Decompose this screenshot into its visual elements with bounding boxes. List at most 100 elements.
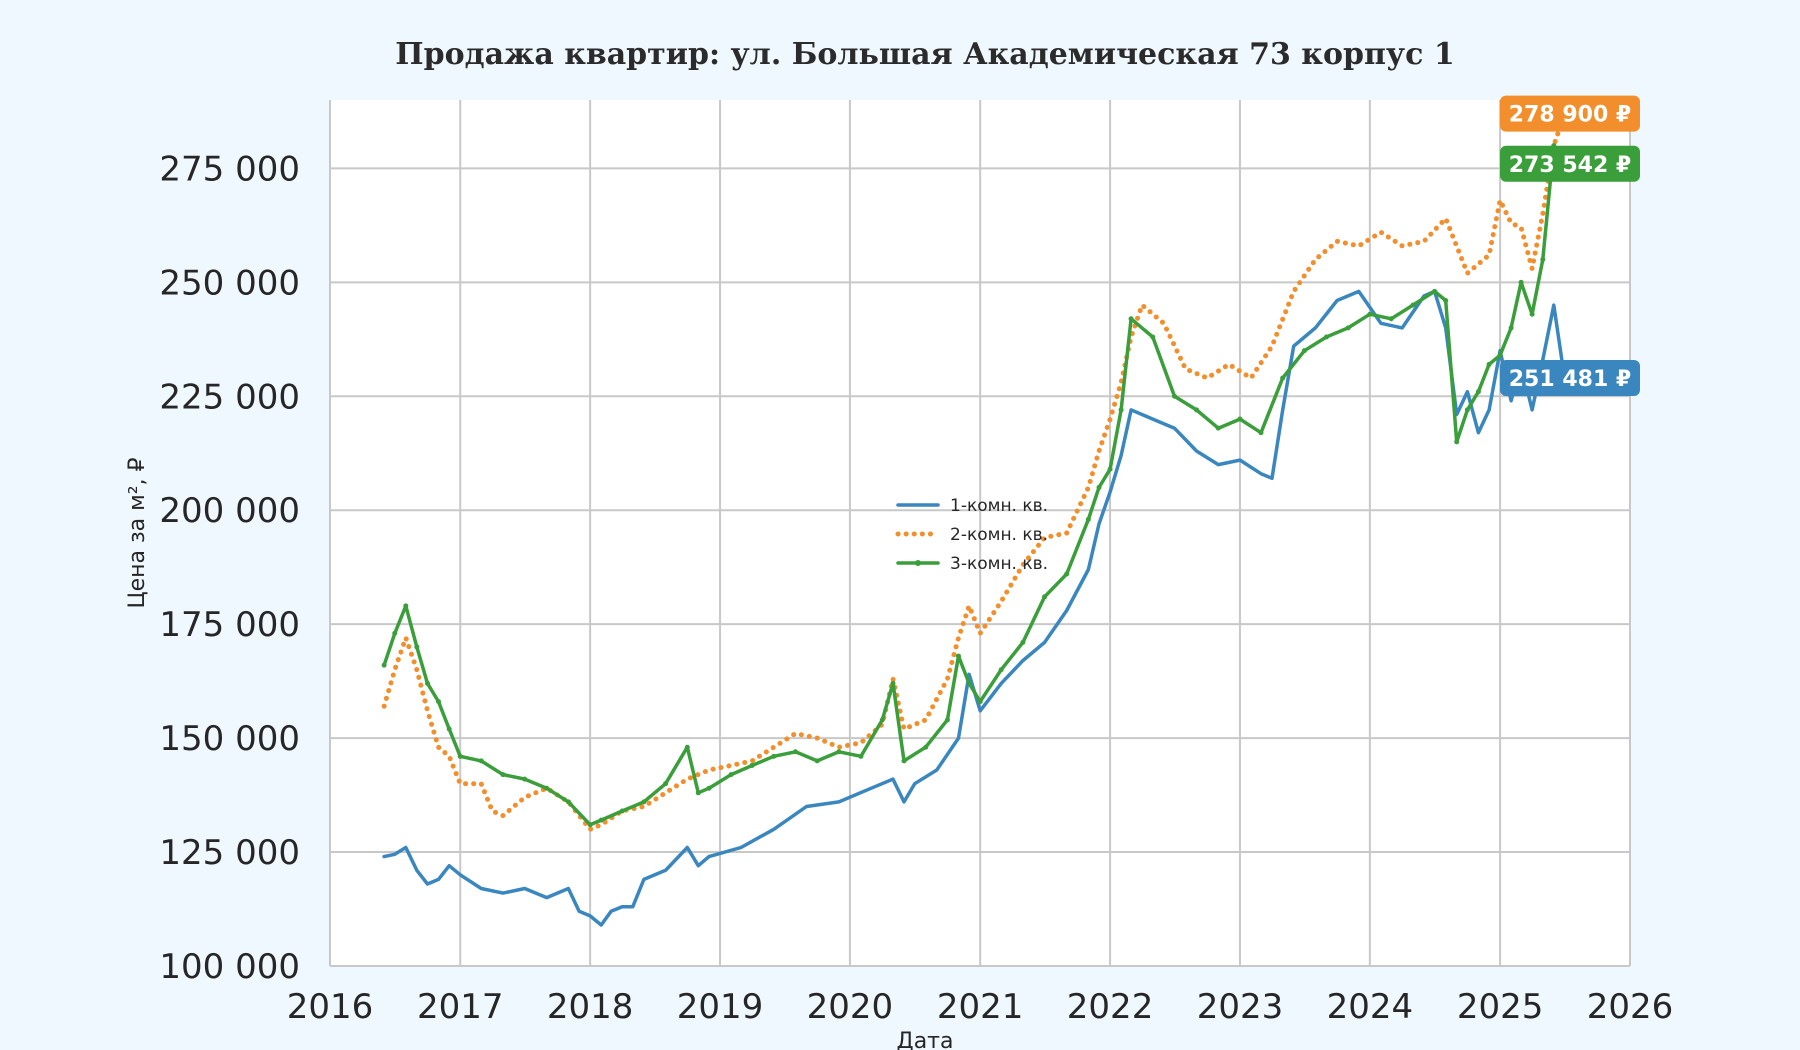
series-point-3 [1085,516,1091,522]
series-point-3 [1486,361,1492,367]
x-tick-label: 2023 [1197,987,1284,1027]
y-axis-ticks: 100 000 125 000 150 000 175 000 200 000 225 0… [159,149,300,987]
series-point-3 [695,790,701,796]
x-tick-label: 2026 [1587,987,1674,1027]
series-point-3 [1301,348,1307,354]
series-point-3 [457,753,463,759]
x-tick-label: 2018 [547,987,634,1027]
series-point-3 [814,758,820,764]
series-point-3 [1064,571,1070,577]
series-point-3 [598,817,604,823]
series-point-3 [1194,407,1200,413]
x-axis-label: Дата [897,1029,954,1050]
x-tick-label: 2024 [1327,987,1414,1027]
series-point-3 [706,785,712,791]
legend-label-1: 1-комн. кв. [950,496,1048,516]
value-badge-label: 273 542 ₽ [1509,153,1631,178]
series-point-3 [500,772,506,778]
series-point-3 [1020,639,1026,645]
series-point-3 [1432,288,1438,294]
series-point-3 [1443,298,1449,304]
series-point-3 [1280,375,1286,381]
series-point-3 [425,680,431,686]
y-tick-label: 100 000 [159,947,300,987]
series-point-3 [619,808,625,814]
value-badge-bg [1500,95,1640,132]
series-point-3 [1150,334,1156,340]
series-point-3 [1388,316,1394,322]
value-badge-label: 251 481 ₽ [1509,367,1631,392]
series-point-3 [414,644,420,650]
series-point-3 [1237,416,1243,422]
series-point-3 [381,662,387,668]
x-tick-label: 2017 [417,987,504,1027]
x-tick-label: 2022 [1067,987,1154,1027]
series-point-3 [1171,393,1177,399]
series-point-3 [1042,594,1048,600]
series-point-3 [749,762,755,768]
series-point-3 [403,603,409,609]
series-point-3 [977,699,983,705]
legend-marker [915,560,921,566]
x-tick-label: 2025 [1457,987,1544,1027]
series-point-3 [684,744,690,750]
series-point-3 [1508,325,1514,331]
series-point-3 [663,781,669,787]
series-point-3 [1518,279,1524,285]
series-line-2 [381,111,1567,832]
series-point-3 [1367,311,1373,317]
series-point-3 [923,744,929,750]
series-point-3 [392,630,398,636]
series-point-3 [446,726,452,732]
series-point-3 [1215,425,1221,431]
series-point-3 [966,680,972,686]
series-point-3 [901,758,907,764]
series-point-3 [1096,484,1102,490]
value-badge-label: 278 900 ₽ [1509,103,1631,128]
x-tick-label: 2020 [807,987,894,1027]
series-point-3 [1107,466,1113,472]
y-tick-label: 275 000 [159,149,300,189]
y-tick-label: 225 000 [159,377,300,417]
series-point-3 [587,822,593,828]
series-point-3 [1464,407,1470,413]
y-tick-label: 150 000 [159,719,300,759]
series-point-3 [771,753,777,759]
series-point-3 [1475,389,1481,395]
value-badge-bg [1500,360,1640,397]
y-tick-label: 250 000 [159,263,300,303]
series-point-3 [792,749,798,755]
legend-label-2: 2-комн. кв. [950,525,1048,545]
series-point-3 [879,717,885,723]
series-point-3 [1118,407,1124,413]
value-badge-3: 273 542 ₽ [1500,145,1640,182]
y-tick-label: 200 000 [159,491,300,531]
value-badge-1: 251 481 ₽ [1500,360,1640,397]
legend-label-3: 3-комн. кв. [950,554,1048,574]
series-point-3 [858,753,864,759]
series-point-3 [544,785,550,791]
x-tick-label: 2016 [287,987,374,1027]
series-point-3 [1540,257,1546,263]
legend: 1-комн. кв. 2-комн. кв. 3-комн. кв. [895,496,1048,574]
value-badge-2: 278 900 ₽ [1500,95,1640,132]
y-axis-label: Цена за м², ₽ [125,457,150,608]
series-point-3 [1128,316,1134,322]
series-point-3 [641,799,647,805]
series-point-3 [436,699,442,705]
series-point-3 [944,717,950,723]
series-point-3 [1454,439,1460,445]
value-badge-bg [1500,145,1640,182]
series-point-3 [728,772,734,778]
chart-title: Продажа квартир: ул. Большая Академическ… [395,37,1454,72]
series-point-3 [1410,302,1416,308]
x-tick-label: 2021 [937,987,1024,1027]
series-point-3 [1323,334,1329,340]
value-badges: 251 481 ₽ 278 900 ₽ 273 542 ₽ [1500,95,1640,397]
series-point-3 [1258,430,1264,436]
x-axis-ticks: 2016 2017 2018 2019 2020 2021 2022 2023 2024 2025… [287,987,1674,1027]
grid-lines [329,100,1631,967]
series-point-3 [565,799,571,805]
